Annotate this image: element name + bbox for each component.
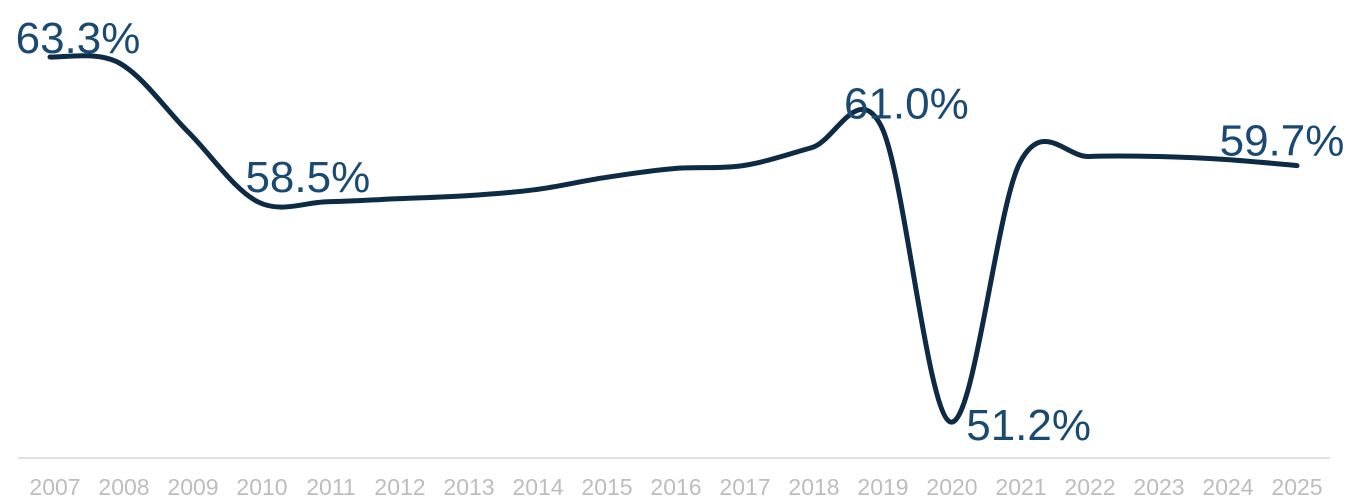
x-tick-label: 2017 bbox=[719, 474, 770, 500]
x-tick-label: 2021 bbox=[995, 474, 1046, 500]
x-tick-label: 2015 bbox=[581, 474, 632, 500]
x-tick-label: 2016 bbox=[650, 474, 701, 500]
x-axis-ticks: 2007 2008 2009 2010 2011 2012 2013 2014 2015 2016… bbox=[29, 474, 1322, 500]
data-label: 51.2% bbox=[966, 401, 1091, 450]
data-labels: 63.3% 58.5% 61.0% 51.2% 59.7% bbox=[16, 14, 1345, 450]
data-label: 59.7% bbox=[1220, 117, 1345, 166]
x-tick-label: 2019 bbox=[857, 474, 908, 500]
x-tick-label: 2007 bbox=[29, 474, 80, 500]
x-tick-label: 2008 bbox=[98, 474, 149, 500]
x-tick-label: 2023 bbox=[1133, 474, 1184, 500]
x-tick-label: 2011 bbox=[306, 474, 355, 500]
x-tick-label: 2018 bbox=[788, 474, 839, 500]
x-tick-label: 2024 bbox=[1202, 474, 1253, 500]
series-line bbox=[47, 53, 1300, 425]
x-tick-label: 2022 bbox=[1064, 474, 1115, 500]
x-tick-label: 2014 bbox=[512, 474, 563, 500]
x-tick-label: 2012 bbox=[374, 474, 425, 500]
x-tick-label: 2010 bbox=[236, 474, 287, 500]
data-label: 58.5% bbox=[245, 153, 370, 202]
x-tick-label: 2020 bbox=[926, 474, 977, 500]
data-label: 63.3% bbox=[16, 14, 141, 63]
data-label: 61.0% bbox=[844, 79, 969, 128]
x-tick-label: 2009 bbox=[167, 474, 218, 500]
x-tick-label: 2013 bbox=[443, 474, 494, 500]
x-tick-label: 2025 bbox=[1271, 474, 1322, 500]
